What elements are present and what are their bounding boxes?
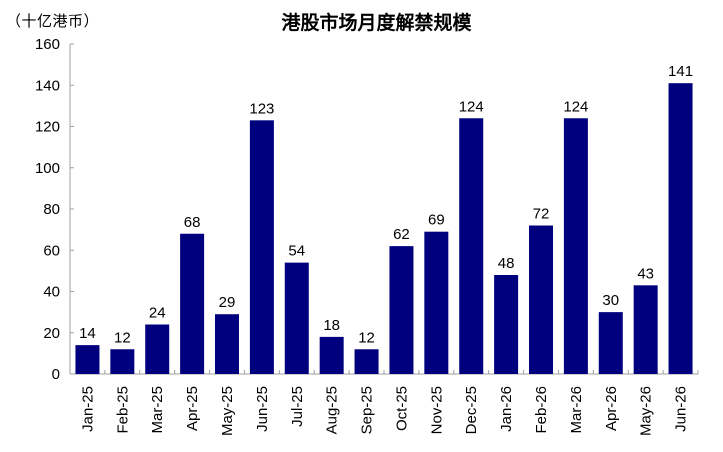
y-axis-unit-label: （十亿港币） <box>6 13 100 30</box>
bar <box>145 324 170 374</box>
x-tick-label: Sep-25 <box>359 386 376 434</box>
x-tick-label: Nov-25 <box>428 386 445 434</box>
x-tick-label: Mar-25 <box>149 386 166 434</box>
y-tick-label: 100 <box>35 160 60 177</box>
x-tick-label: Jan-25 <box>79 386 96 432</box>
bar-value-label: 141 <box>668 63 693 80</box>
bar <box>249 120 274 374</box>
bar <box>529 225 553 374</box>
x-tick-label: Jun-25 <box>254 386 271 432</box>
bar-value-label: 12 <box>114 329 131 346</box>
y-tick-label: 40 <box>43 284 60 301</box>
bar <box>668 83 693 374</box>
bar <box>180 233 205 374</box>
bar <box>424 231 449 374</box>
y-tick-label: 80 <box>43 201 60 218</box>
x-tick-label: Dec-25 <box>463 386 480 434</box>
bar <box>494 275 519 374</box>
bar <box>75 345 100 374</box>
x-tick-label: Jul-25 <box>289 386 306 427</box>
bar <box>284 262 309 374</box>
y-tick-label: 160 <box>35 36 60 53</box>
bar-value-label: 124 <box>459 98 484 115</box>
x-tick-label: Feb-26 <box>533 386 550 434</box>
bar <box>215 314 239 374</box>
bar <box>563 118 588 374</box>
x-tick-label: Aug-25 <box>324 386 341 434</box>
y-tick-label: 0 <box>52 366 60 383</box>
bar <box>110 349 135 374</box>
y-tick-label: 60 <box>43 242 60 259</box>
x-tick-label: Mar-26 <box>568 386 585 434</box>
x-tick-label: Apr-25 <box>184 386 201 431</box>
bar <box>319 336 344 374</box>
bar-value-label: 12 <box>358 329 375 346</box>
x-tick-label: Oct-25 <box>393 386 410 431</box>
bar-value-label: 62 <box>393 226 410 243</box>
x-tick-label: Jun-26 <box>673 386 690 432</box>
bar <box>459 118 484 374</box>
bar <box>389 246 414 374</box>
x-tick-label: Jan-26 <box>498 386 515 432</box>
x-tick-label: Feb-25 <box>114 386 131 434</box>
bar-value-label: 14 <box>79 325 96 342</box>
bar-value-label: 48 <box>498 255 515 272</box>
bars: 14 12 24 68 29 123 54 18 12 62 69 124 48 72 124 30 43 141 <box>75 63 693 374</box>
bar-value-label: 43 <box>637 265 654 282</box>
x-tick-label: Apr-26 <box>603 386 620 431</box>
bar-value-label: 69 <box>428 212 445 229</box>
bar-value-label: 24 <box>149 305 166 322</box>
bar-value-label: 30 <box>602 292 619 309</box>
y-tick-label: 120 <box>35 119 60 136</box>
bar-value-label: 124 <box>563 98 588 115</box>
x-tick-label: May-25 <box>219 386 236 436</box>
x-tick-label: May-26 <box>638 386 655 436</box>
bar-value-label: 29 <box>219 294 236 311</box>
bar-value-label: 54 <box>288 243 305 260</box>
bar <box>598 312 623 374</box>
bar-value-label: 68 <box>184 214 201 231</box>
x-axis: Jan-25 Feb-25 Mar-25 Apr-25 May-25 Jun-25 Jul-… <box>69 370 699 436</box>
y-axis: 0 20 40 60 80 100 120 140 160 <box>35 36 74 383</box>
y-tick-label: 140 <box>35 77 60 94</box>
bar <box>354 349 379 374</box>
bar-value-label: 123 <box>249 100 274 117</box>
y-tick-label: 20 <box>43 325 60 342</box>
chart-title: 港股市场月度解禁规模 <box>281 13 472 34</box>
bar <box>633 285 658 374</box>
bar-value-label: 18 <box>323 317 340 334</box>
bar-value-label: 72 <box>533 206 550 223</box>
